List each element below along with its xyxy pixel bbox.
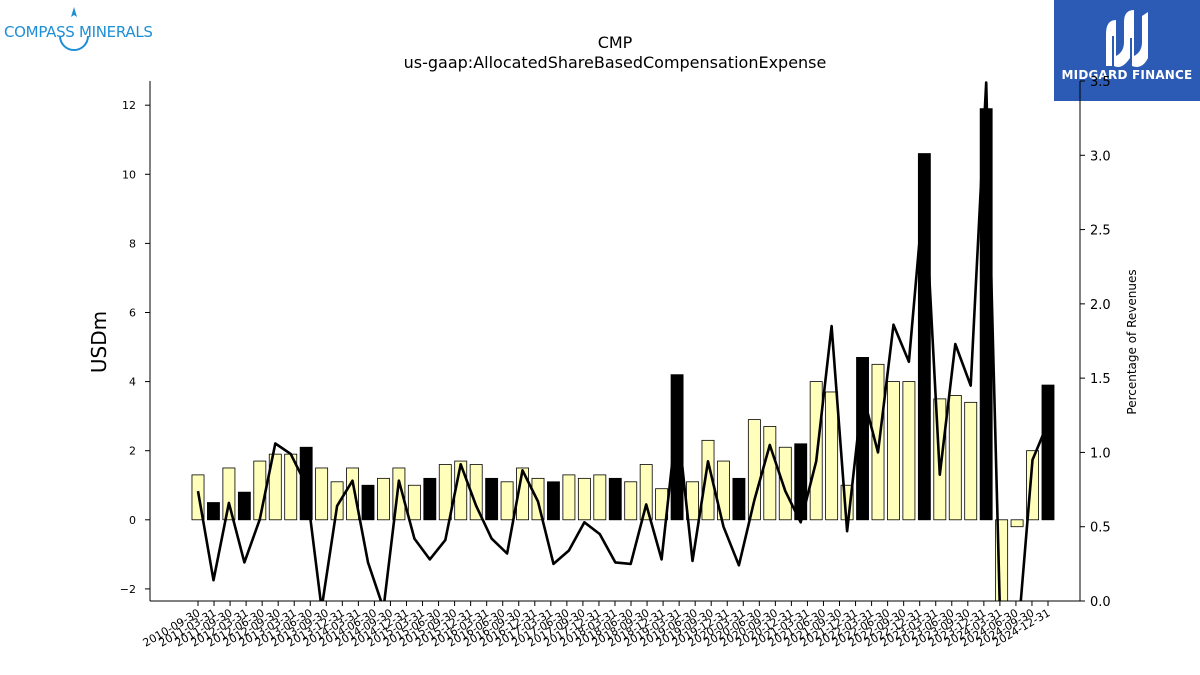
bar (763, 426, 777, 521)
bar (593, 474, 607, 521)
bar (732, 477, 746, 521)
midgard-finance-logo: MIDGARD FINANCE (1054, 0, 1200, 101)
bar (361, 484, 375, 521)
bar (887, 381, 900, 521)
y-axis-label: USDm (87, 311, 111, 373)
y-tick-label: 0 (129, 514, 136, 527)
bar (577, 477, 591, 521)
compass-minerals-wordmark: COMPASS MINERALS (4, 23, 153, 41)
bar (717, 460, 730, 521)
y2-tick-label: 3.0 (1090, 149, 1111, 164)
bar (608, 477, 622, 521)
bar (253, 460, 267, 521)
chart-title: CMP (598, 33, 633, 52)
bar (500, 481, 514, 521)
bar (222, 467, 236, 521)
bar (268, 453, 282, 521)
bar (547, 481, 560, 521)
bar (315, 467, 329, 521)
bar (1010, 519, 1024, 528)
chart-subtitle: us-gaap:AllocatedShareBasedCompensationE… (404, 53, 827, 72)
y-tick-label: 2 (129, 445, 136, 458)
y-tick-label: 4 (129, 376, 136, 389)
bar (964, 401, 978, 521)
bar (639, 464, 653, 521)
series-line-percentage-of-revenues (196, 81, 1050, 601)
y2-axis-label: Percentage of Revenues (1125, 269, 1139, 414)
y-tick-label: 12 (122, 99, 136, 112)
compass-icon (59, 7, 89, 51)
bar (438, 464, 452, 521)
compass-minerals-logo: COMPASS MINERALS (4, 6, 153, 54)
bar (670, 374, 684, 521)
bar (1041, 384, 1055, 521)
y2-tick-label: 1.5 (1090, 372, 1111, 387)
midgard-finance-wordmark: MIDGARD FINANCE (1061, 68, 1193, 82)
bar (747, 419, 761, 521)
bar (207, 502, 220, 521)
bar (902, 381, 916, 521)
midgard-m-icon (1106, 10, 1148, 67)
bar (377, 477, 390, 521)
bar (423, 477, 437, 521)
bar (778, 446, 792, 521)
bar (237, 491, 251, 521)
y2-tick-label: 1.0 (1090, 446, 1111, 461)
bar (825, 391, 839, 521)
bar (330, 481, 344, 521)
y-tick-label: 6 (129, 306, 136, 319)
y-tick-label: 10 (122, 168, 136, 181)
y2-tick-label: 2.0 (1090, 298, 1111, 313)
y2-tick-label: 3.5 (1090, 75, 1111, 90)
y2-tick-label: 2.5 (1090, 224, 1111, 239)
bar (701, 439, 715, 521)
bar (407, 484, 421, 521)
y-tick-label: 8 (129, 237, 136, 250)
bar (346, 467, 359, 521)
bar (562, 474, 576, 521)
y-tick-label: −2 (120, 583, 136, 596)
bar (485, 477, 499, 521)
y2-tick-label: 0.0 (1090, 595, 1111, 610)
bar (624, 481, 638, 521)
bar (948, 395, 962, 521)
y2-tick-label: 0.5 (1090, 521, 1111, 536)
